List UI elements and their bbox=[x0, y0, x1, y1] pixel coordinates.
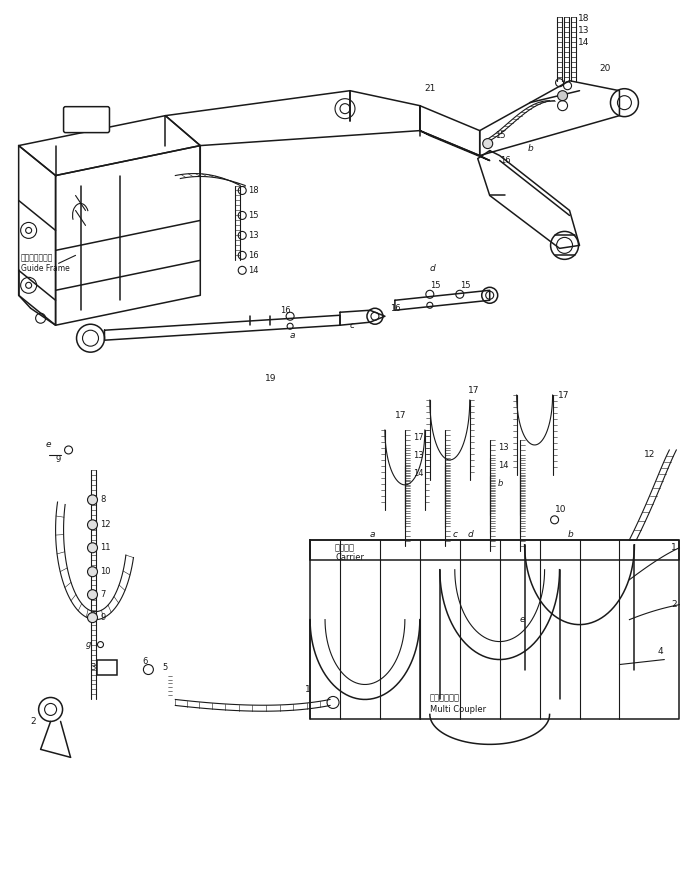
Text: 10: 10 bbox=[555, 506, 566, 514]
Text: 16: 16 bbox=[500, 156, 511, 165]
Text: 11: 11 bbox=[101, 543, 111, 553]
Text: 9: 9 bbox=[56, 455, 61, 464]
Text: a: a bbox=[370, 530, 376, 540]
Text: 9: 9 bbox=[101, 614, 105, 622]
Text: 13: 13 bbox=[248, 231, 259, 240]
Text: 4: 4 bbox=[657, 647, 663, 656]
Bar bbox=[98, 660, 117, 674]
Text: d: d bbox=[468, 530, 473, 540]
Circle shape bbox=[88, 494, 98, 505]
Circle shape bbox=[88, 567, 98, 577]
Text: 12: 12 bbox=[101, 521, 111, 529]
Text: c: c bbox=[453, 530, 457, 540]
Text: 1: 1 bbox=[305, 685, 311, 694]
Text: 18: 18 bbox=[577, 15, 589, 23]
Text: 10: 10 bbox=[101, 567, 111, 576]
Text: 15: 15 bbox=[248, 211, 258, 220]
Text: 15: 15 bbox=[495, 131, 505, 140]
Text: FWD: FWD bbox=[73, 115, 100, 124]
Text: g: g bbox=[85, 640, 91, 649]
Text: 20: 20 bbox=[599, 64, 611, 73]
Text: 16: 16 bbox=[390, 304, 400, 313]
Circle shape bbox=[88, 590, 98, 600]
Text: a: a bbox=[290, 331, 296, 340]
Text: 15: 15 bbox=[460, 281, 471, 289]
Text: 12: 12 bbox=[644, 450, 656, 460]
Text: 2: 2 bbox=[671, 600, 677, 609]
Circle shape bbox=[88, 613, 98, 622]
Text: 16: 16 bbox=[248, 251, 259, 260]
Text: 14: 14 bbox=[577, 38, 589, 47]
Text: 18: 18 bbox=[248, 186, 259, 195]
Text: 19: 19 bbox=[265, 374, 277, 382]
Text: 1: 1 bbox=[671, 543, 677, 553]
Text: 14: 14 bbox=[413, 469, 423, 479]
Text: c: c bbox=[350, 321, 355, 329]
Text: 6: 6 bbox=[143, 657, 147, 666]
Text: 15: 15 bbox=[430, 281, 440, 289]
Text: 17: 17 bbox=[413, 434, 424, 442]
Text: 14: 14 bbox=[248, 266, 258, 275]
Circle shape bbox=[88, 543, 98, 553]
Text: 17: 17 bbox=[557, 390, 569, 400]
Text: 3: 3 bbox=[90, 663, 96, 672]
Text: 16: 16 bbox=[280, 306, 291, 315]
Text: 14: 14 bbox=[497, 461, 508, 470]
Text: 5: 5 bbox=[163, 663, 167, 672]
Text: b: b bbox=[568, 530, 573, 540]
Circle shape bbox=[557, 90, 568, 101]
Text: e: e bbox=[520, 615, 525, 624]
Circle shape bbox=[88, 520, 98, 530]
Text: 13: 13 bbox=[497, 443, 508, 453]
Text: キャリア: キャリア bbox=[335, 543, 355, 553]
Text: 17: 17 bbox=[395, 410, 407, 420]
Text: 13: 13 bbox=[577, 26, 589, 36]
Text: d: d bbox=[430, 264, 435, 273]
Text: e: e bbox=[45, 441, 51, 449]
Text: マルチカプラ: マルチカプラ bbox=[430, 693, 460, 702]
Text: Guide Frame: Guide Frame bbox=[21, 264, 70, 273]
FancyBboxPatch shape bbox=[63, 107, 110, 133]
Text: 21: 21 bbox=[425, 84, 436, 93]
Text: ガイドフレーム: ガイドフレーム bbox=[21, 254, 53, 262]
Text: Multi Coupler: Multi Coupler bbox=[430, 705, 486, 714]
Text: 8: 8 bbox=[101, 495, 106, 504]
Text: 2: 2 bbox=[30, 717, 37, 726]
Text: 17: 17 bbox=[468, 386, 480, 395]
Text: 13: 13 bbox=[413, 452, 424, 461]
Circle shape bbox=[483, 138, 493, 149]
Text: b: b bbox=[528, 144, 533, 153]
Text: Carrier: Carrier bbox=[335, 554, 364, 562]
Text: 7: 7 bbox=[101, 590, 106, 600]
Text: b: b bbox=[497, 480, 503, 488]
